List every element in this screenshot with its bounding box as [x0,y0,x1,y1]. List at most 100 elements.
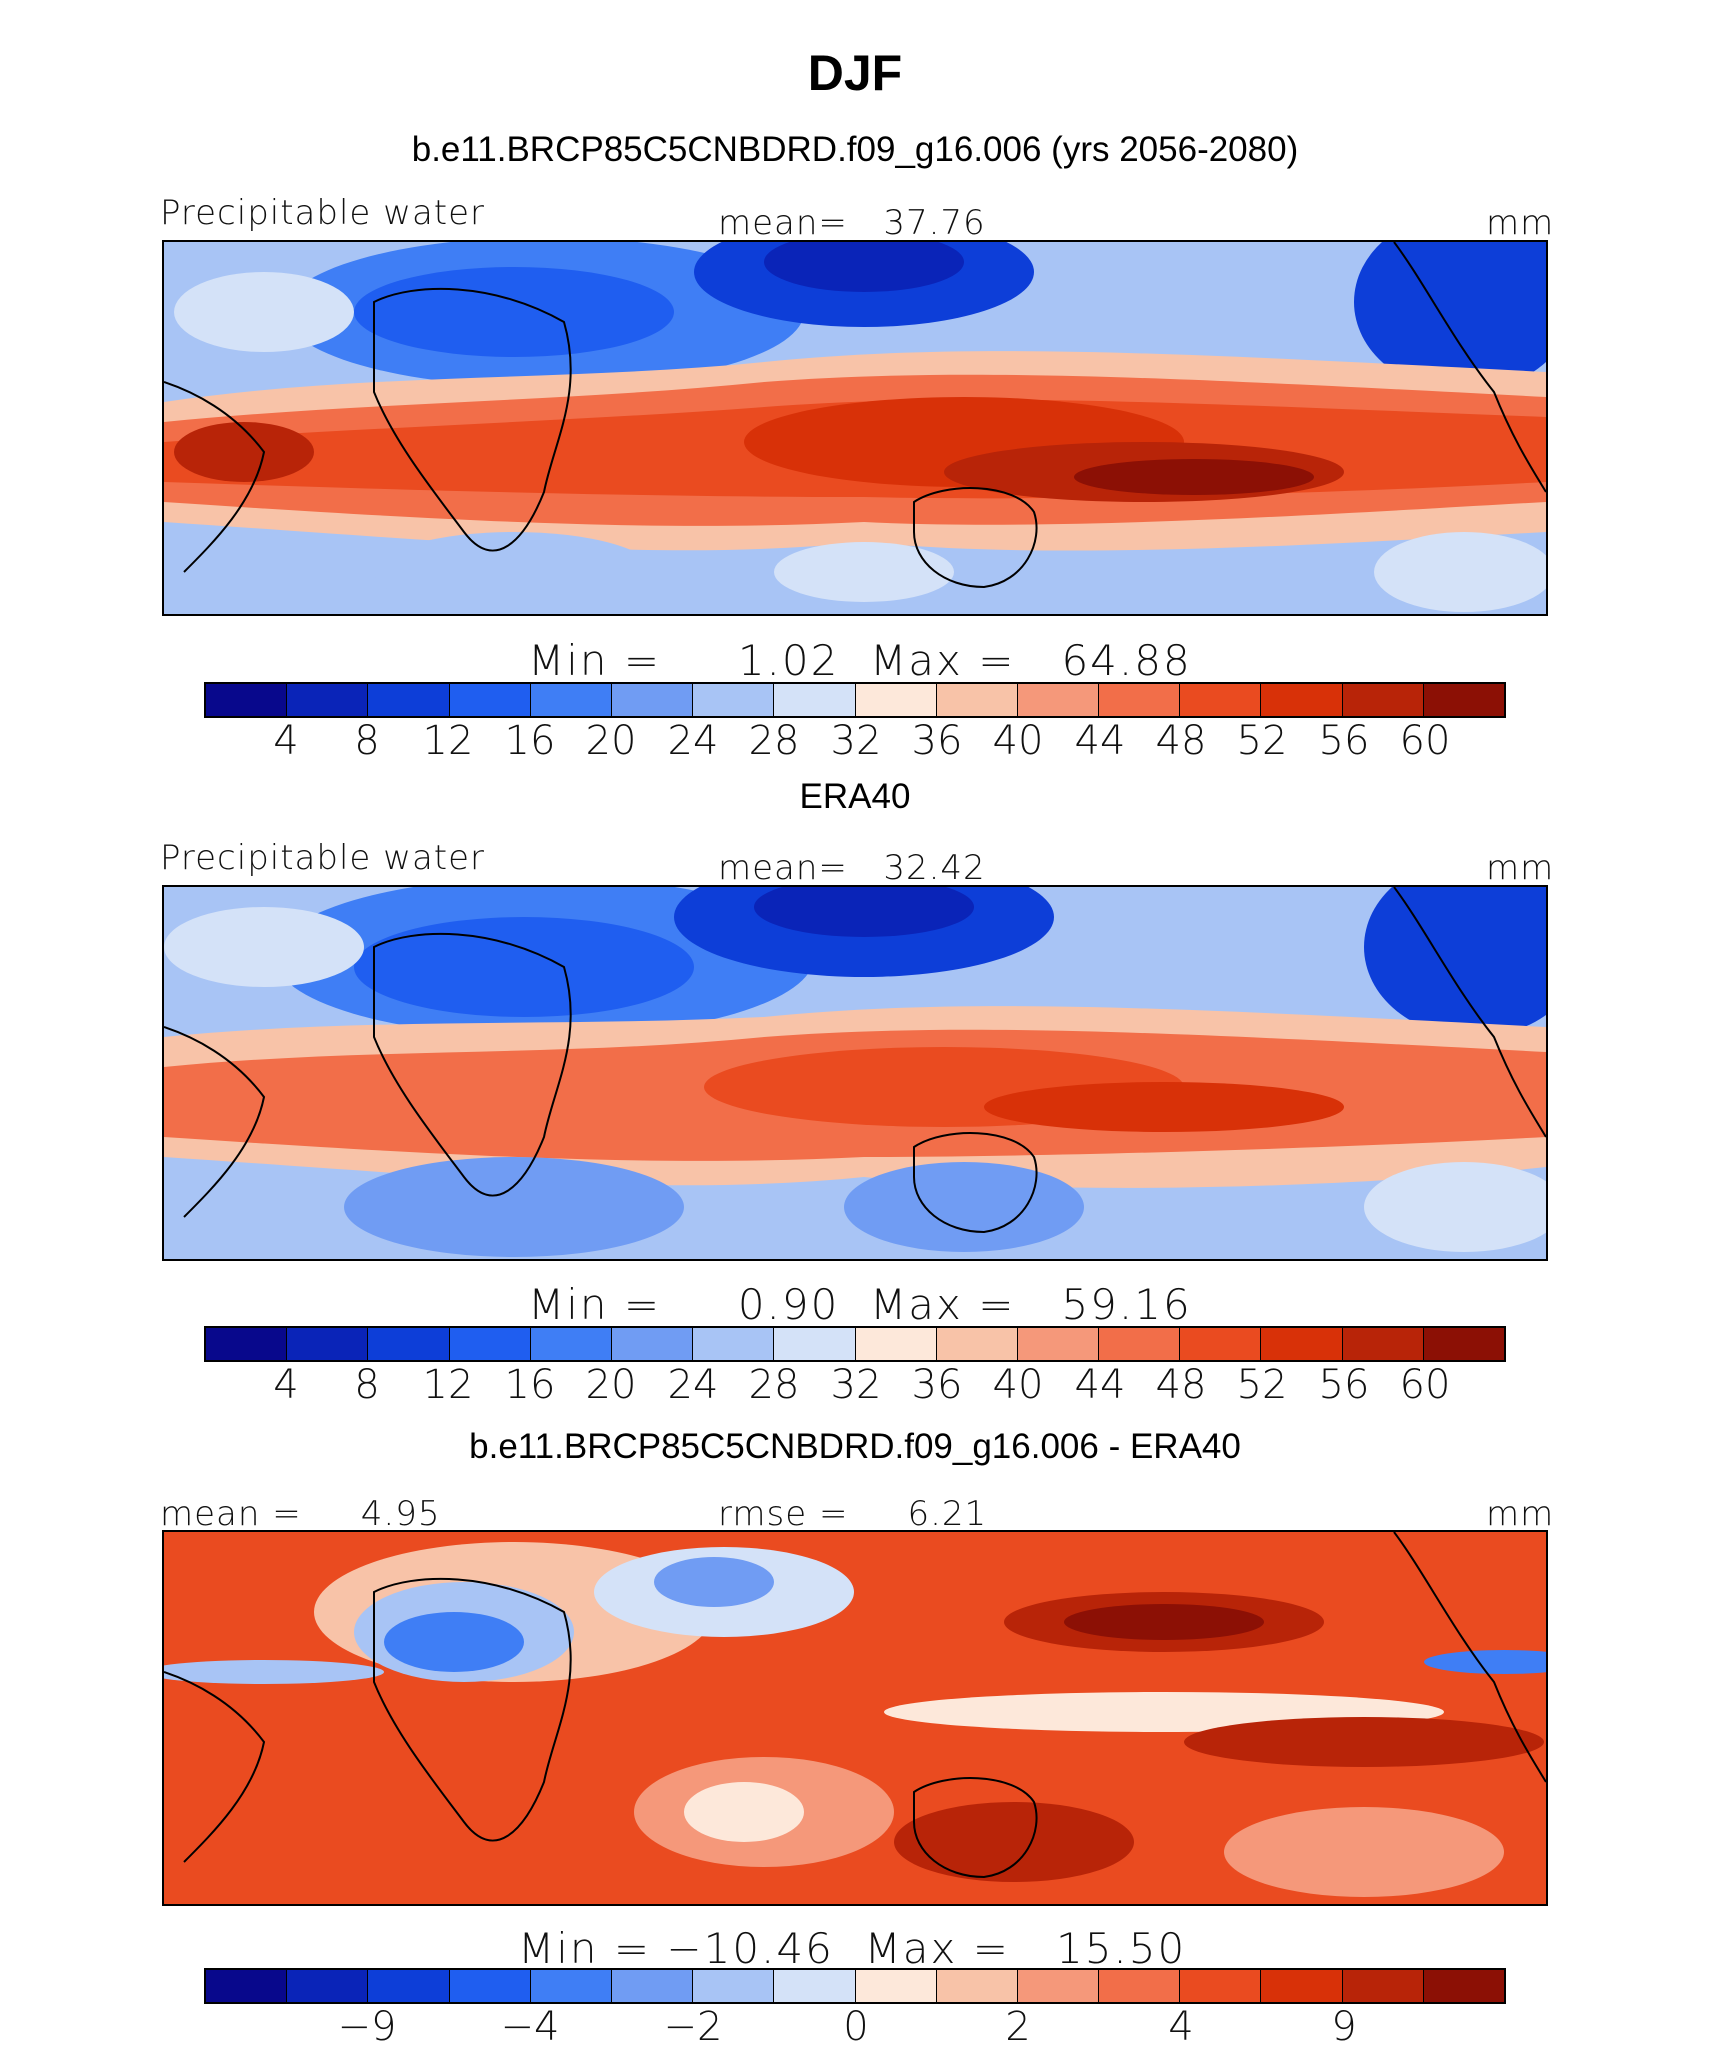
colorbar-tick-label: 0 [843,2004,869,2050]
colorbar-tick-label: 48 [1155,718,1207,764]
colorbar-tick-label: 20 [585,1362,637,1408]
colorbar-tick-label: 36 [911,1362,963,1408]
colorbar-swatch [936,1328,1018,1360]
colorbar-tick-label: 16 [504,718,556,764]
colorbar-swatch [693,1970,775,2002]
panel-2-map [162,885,1548,1261]
colorbar-swatch [774,684,856,716]
colorbar-tick-label: 28 [748,1362,800,1408]
colorbar-swatch [936,684,1018,716]
colorbar-swatch [287,1970,369,2002]
colorbar-swatch [368,1970,450,2002]
colorbar-swatch [855,1328,937,1360]
panel-1-map [162,240,1548,616]
colorbar-swatch [530,684,612,716]
colorbar-tick-label: 24 [667,1362,719,1408]
colorbar-swatch [855,684,937,716]
colorbar-tick-label: 24 [667,718,719,764]
colorbar-tick-label: 40 [992,1362,1044,1408]
panel-3-colorbar [204,1968,1506,2004]
colorbar-swatch [1017,1970,1100,2002]
colorbar-swatch [774,1970,856,2002]
panel-3-title: b.e11.BRCP85C5CNBDRD.f09_g16.006 - ERA40 [469,1427,1241,1466]
colorbar-tick-label: 56 [1318,1362,1370,1408]
colorbar-swatch [1342,1970,1424,2002]
panel-2-units-label: mm [1486,848,1555,888]
colorbar-tick-label: −9 [337,2004,397,2050]
colorbar-swatch [611,1328,694,1360]
colorbar-swatch [1261,1328,1343,1360]
colorbar-swatch [1180,1328,1262,1360]
colorbar-tick-label: 8 [354,718,380,764]
colorbar-swatch [530,1328,612,1360]
panel-2-variable-label: Precipitable water [160,838,486,878]
colorbar-swatch [1423,1970,1504,2002]
panel-2-colorbar [204,1326,1506,1362]
panel-1-mean-label: mean= 37.76 [718,203,986,243]
colorbar-swatch [1017,1328,1100,1360]
colorbar-swatch [1261,1970,1343,2002]
panel-3-mean-label: mean = 4.95 [160,1494,441,1534]
colorbar-swatch [206,1970,288,2002]
panel-2-title: ERA40 [799,777,911,816]
panel-3-rmse-label: rmse = 6.21 [718,1494,988,1534]
colorbar-swatch [206,684,288,716]
colorbar-swatch [611,1970,694,2002]
panel-1-colorbar [204,682,1506,718]
panel-1-variable-label: Precipitable water [160,193,486,233]
colorbar-tick-label: 4 [273,718,299,764]
colorbar-swatch [530,1970,612,2002]
colorbar-swatch [449,1970,531,2002]
panel-3-units-label: mm [1486,1494,1555,1534]
panel-3-map [162,1530,1548,1906]
colorbar-tick-label: 32 [830,1362,882,1408]
colorbar-swatch [1423,1328,1504,1360]
colorbar-tick-label: 52 [1236,1362,1288,1408]
colorbar-swatch [855,1970,937,2002]
colorbar-tick-label: 12 [422,718,474,764]
colorbar-tick-label: 40 [992,718,1044,764]
colorbar-swatch [449,1328,531,1360]
colorbar-swatch [1017,684,1100,716]
colorbar-swatch [206,1328,288,1360]
panel-1-title: b.e11.BRCP85C5CNBDRD.f09_g16.006 (yrs 20… [411,130,1299,169]
colorbar-swatch [693,1328,775,1360]
panel-1-units-label: mm [1486,203,1555,243]
colorbar-swatch [936,1970,1018,2002]
colorbar-tick-label: 16 [504,1362,556,1408]
colorbar-tick-label: 44 [1074,1362,1126,1408]
colorbar-tick-label: 56 [1318,718,1370,764]
colorbar-tick-label: −2 [663,2004,723,2050]
colorbar-tick-label: 32 [830,718,882,764]
colorbar-tick-label: 12 [422,1362,474,1408]
colorbar-tick-label: 48 [1155,1362,1207,1408]
colorbar-swatch [1261,684,1343,716]
colorbar-tick-label: −4 [500,2004,560,2050]
colorbar-swatch [1099,1970,1181,2002]
colorbar-tick-label: 60 [1399,718,1451,764]
colorbar-tick-label: 60 [1399,1362,1451,1408]
colorbar-tick-label: 36 [911,718,963,764]
colorbar-swatch [693,684,775,716]
panel-2-field [164,887,1546,1259]
colorbar-swatch [287,684,369,716]
colorbar-swatch [611,684,694,716]
colorbar-swatch [1180,1970,1262,2002]
panel-3-field [164,1532,1546,1904]
colorbar-tick-label: 20 [585,718,637,764]
panel-1-min-max: Min = 1.02 Max = 64.88 [528,636,1192,685]
colorbar-swatch [1099,1328,1181,1360]
colorbar-tick-label: 44 [1074,718,1126,764]
panel-3-min-max: Min = −10.46 Max = 15.50 [518,1924,1187,1973]
colorbar-tick-label: 28 [748,718,800,764]
colorbar-tick-label: 4 [1168,2004,1194,2050]
colorbar-swatch [774,1328,856,1360]
panel-1-field [164,242,1546,614]
colorbar-tick-label: 2 [1005,2004,1031,2050]
colorbar-swatch [1423,684,1504,716]
colorbar-swatch [1180,684,1262,716]
colorbar-swatch [368,1328,450,1360]
panel-2-min-max: Min = 0.90 Max = 59.16 [528,1280,1192,1329]
figure-title: DJF [807,45,903,101]
colorbar-tick-label: 9 [1331,2004,1357,2050]
